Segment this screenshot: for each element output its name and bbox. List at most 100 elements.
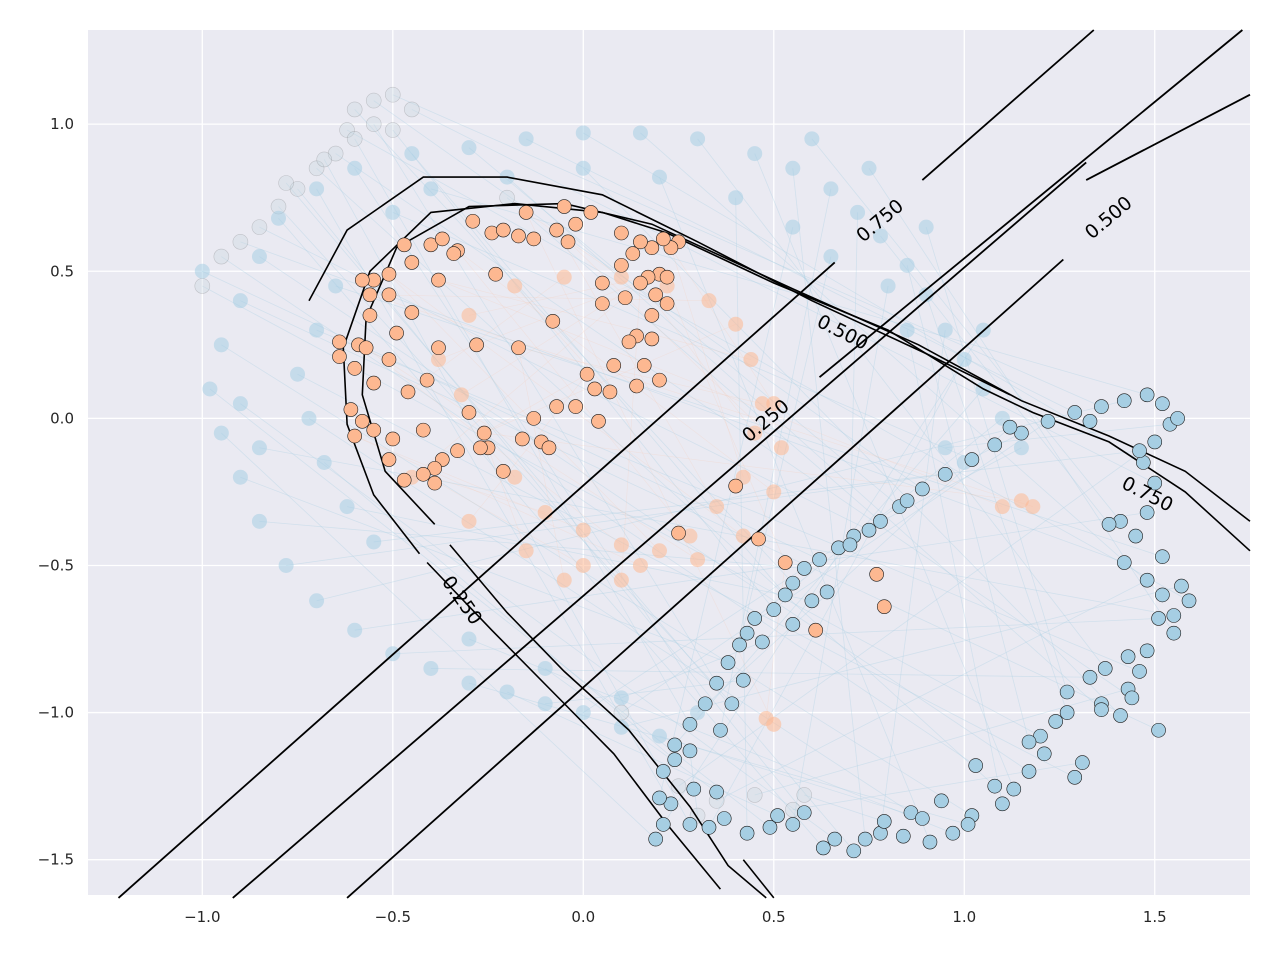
point-class1 — [732, 637, 747, 653]
point-class0 — [583, 205, 599, 220]
point-class1 — [1021, 764, 1037, 779]
trajectory-trail — [354, 435, 641, 566]
point-class1 — [1116, 555, 1132, 570]
original-point-class1 — [316, 455, 332, 470]
point-class0 — [469, 337, 484, 353]
trajectory-trail — [662, 329, 984, 825]
original-point-class0 — [556, 572, 572, 588]
original-point-class1 — [850, 204, 866, 220]
point-class1 — [987, 778, 1003, 794]
original-point-class0 — [701, 293, 717, 309]
trajectory-trail — [708, 359, 965, 828]
trajectory-trail — [373, 100, 923, 490]
trajectory-trail — [461, 276, 649, 396]
point-class1 — [1116, 393, 1132, 409]
point-class1 — [1120, 649, 1136, 664]
point-class1 — [724, 696, 740, 712]
original-point-class1 — [918, 219, 934, 235]
trajectory-trail — [556, 229, 717, 507]
trajectory-trail — [674, 388, 984, 746]
point-class0 — [343, 402, 359, 417]
original-point-class0 — [1025, 499, 1041, 515]
point-class1 — [1170, 411, 1185, 426]
point-class1 — [785, 617, 801, 632]
point-class1 — [903, 805, 919, 820]
trajectory-trail — [297, 373, 1075, 778]
trajectory-trail — [659, 227, 794, 798]
contour-line — [921, 29, 1095, 181]
point-class0 — [560, 234, 576, 250]
point-class1 — [663, 796, 679, 812]
faded-point — [346, 101, 363, 118]
trajectory-trail — [240, 403, 835, 840]
trajectory-trail — [880, 235, 1110, 525]
point-class1 — [770, 808, 785, 823]
point-class1 — [682, 717, 698, 732]
original-point-class1 — [251, 513, 267, 529]
point-class0 — [465, 213, 481, 229]
trajectory-trail — [468, 682, 969, 825]
point-class0 — [636, 358, 652, 373]
point-class0 — [526, 231, 542, 247]
point-class0 — [869, 567, 884, 582]
point-class1 — [873, 514, 888, 529]
point-class1 — [796, 561, 812, 576]
point-class1 — [1101, 516, 1117, 532]
x-tick-label: 0.5 — [762, 908, 786, 926]
point-class1 — [1097, 661, 1113, 676]
trajectory-trail — [880, 330, 946, 834]
point-class0 — [595, 275, 610, 291]
original-point-class0 — [709, 499, 725, 515]
point-class1 — [915, 481, 930, 497]
original-point-class0 — [453, 387, 469, 403]
trajectory-trail — [354, 512, 1148, 631]
original-point-class1 — [823, 181, 839, 197]
original-point-class1 — [366, 534, 382, 550]
original-point-class1 — [290, 366, 306, 382]
trajectory-trail — [411, 276, 649, 478]
trajectory-trail — [468, 374, 588, 522]
trajectory-trail — [392, 618, 1159, 655]
trajectory-trail — [369, 294, 1033, 507]
original-point-class0 — [507, 278, 523, 294]
trajectory-trail — [438, 279, 1003, 507]
point-class0 — [427, 475, 442, 491]
point-class0 — [515, 431, 530, 447]
trajectory-trail — [285, 182, 855, 852]
trajectory-trail — [259, 520, 805, 569]
original-point-class1 — [202, 381, 218, 397]
original-point-class1 — [301, 410, 317, 426]
point-class1 — [667, 737, 683, 753]
original-point-class0 — [461, 513, 477, 529]
point-class0 — [332, 349, 347, 364]
trajectory-trail — [468, 147, 900, 507]
original-point-class1 — [1013, 440, 1029, 456]
trajectory-trail — [792, 285, 889, 825]
point-class0 — [518, 205, 534, 220]
trajectory-trail — [525, 138, 1075, 413]
point-class1 — [964, 452, 980, 467]
original-point-class0 — [743, 352, 759, 368]
original-point-class1 — [213, 425, 229, 441]
point-class1 — [697, 696, 713, 712]
point-class1 — [876, 814, 892, 829]
point-class0 — [587, 381, 603, 397]
point-class1 — [713, 722, 728, 738]
original-point-class1 — [309, 593, 325, 609]
trajectory-trail — [484, 323, 736, 434]
point-class1 — [812, 552, 827, 567]
original-point-class1 — [632, 125, 648, 141]
point-class1 — [1147, 434, 1163, 450]
point-class0 — [545, 313, 561, 329]
original-point-class1 — [880, 278, 896, 294]
original-point-class1 — [872, 228, 888, 244]
point-class1 — [842, 537, 858, 553]
trajectory-trail — [518, 347, 565, 581]
trajectory-trail — [544, 668, 717, 793]
original-point-class0 — [461, 307, 477, 323]
original-point-class0 — [1013, 493, 1029, 509]
point-class0 — [358, 340, 374, 356]
point-class1 — [1151, 722, 1166, 738]
point-class1 — [1067, 770, 1083, 785]
point-class1 — [1139, 572, 1155, 588]
